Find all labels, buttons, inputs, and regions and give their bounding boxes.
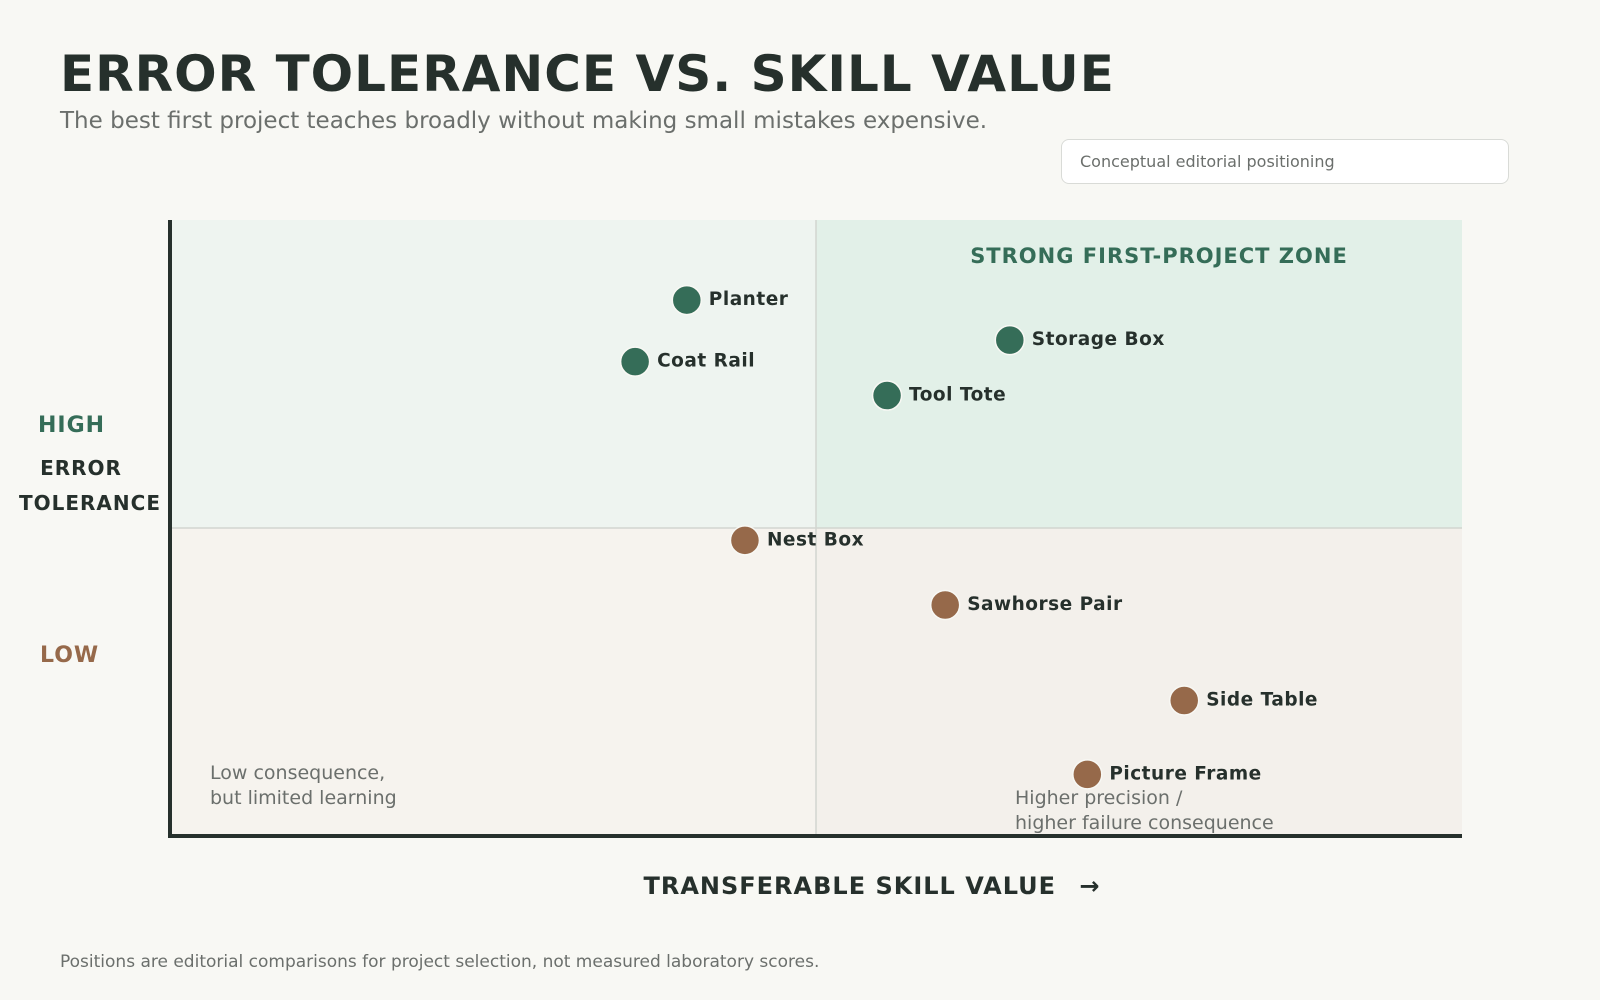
quadrant-bottom-right — [816, 528, 1462, 836]
data-point-storage-box — [994, 324, 1026, 356]
data-label-storage-box: Storage Box — [1032, 329, 1165, 350]
positioning-badge: Conceptual editorial positioning — [1061, 139, 1509, 184]
data-point-tool-tote — [871, 380, 903, 411]
y-low-label: LOW — [40, 643, 99, 668]
data-label-sawhorse-pair: Sawhorse Pair — [967, 594, 1123, 615]
quadrant-bottom-left — [170, 528, 816, 836]
data-point-planter — [671, 284, 703, 316]
note-bottom-right-line2: higher failure consequence — [1015, 812, 1274, 834]
zone-label: STRONG FIRST-PROJECT ZONE — [970, 244, 1348, 268]
data-point-picture-frame — [1072, 759, 1103, 790]
note-bottom-left-line1: Low consequence, — [210, 762, 385, 784]
footer-note: Positions are editorial comparisons for … — [60, 952, 820, 972]
note-bottom-right-line1: Higher precision / — [1015, 787, 1183, 809]
page-subtitle: The best first project teaches broadly w… — [60, 108, 988, 134]
y-axis-title-line2: TOLERANCE — [19, 491, 161, 515]
data-point-side-table — [1168, 685, 1200, 716]
quadrant-top-right — [816, 220, 1462, 528]
data-label-side-table: Side Table — [1206, 689, 1318, 710]
note-bottom-left-line2: but limited learning — [210, 787, 397, 809]
x-axis-arrow-icon: → — [1079, 872, 1100, 900]
data-label-coat-rail: Coat Rail — [657, 351, 755, 372]
x-axis-title-text: TRANSFERABLE SKILL VALUE — [643, 872, 1056, 900]
data-label-nest-box: Nest Box — [767, 529, 864, 550]
data-label-tool-tote: Tool Tote — [909, 385, 1006, 406]
quadrant-top-left — [170, 220, 816, 528]
data-point-coat-rail — [619, 346, 651, 377]
data-label-picture-frame: Picture Frame — [1109, 763, 1261, 784]
data-point-nest-box — [729, 525, 761, 556]
y-axis-title-line1: ERROR — [40, 456, 122, 480]
data-point-sawhorse-pair — [929, 589, 961, 621]
points-layer: Planter Coat Rail Storage Box Tool Tote Nest… — [619, 284, 1318, 790]
x-axis-title: TRANSFERABLE SKILL VALUE → — [643, 872, 1100, 900]
data-label-planter: Planter — [709, 289, 789, 310]
page-title: ERROR TOLERANCE VS. SKILL VALUE — [60, 45, 1115, 103]
y-high-label: HIGH — [38, 413, 105, 438]
